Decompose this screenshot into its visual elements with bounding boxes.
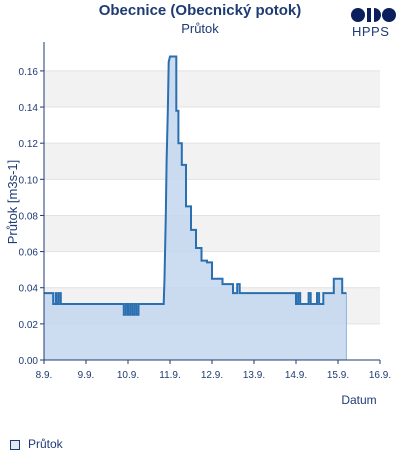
x-tick-label: 9.9. [78,370,95,381]
y-tick-label: 0.02 [19,320,39,331]
x-tick-label: 16.9. [369,370,391,381]
legend-swatch [10,439,20,450]
y-tick-label: 0.04 [19,284,39,295]
hpps-logo [351,8,396,22]
x-tick-labels: 8.9. 9.9. 10.9. 11.9. 12.9. 13.9. 14.9. 15.9. 16… [36,360,391,381]
x-tick-label: 12.9. [201,370,223,381]
y-tick-label: 0.10 [19,175,39,186]
legend-label: Průtok [28,437,63,451]
y-tick-label: 0.00 [19,356,39,367]
chart-subtitle: Průtok [181,21,219,36]
x-tick-label: 8.9. [36,370,53,381]
grid-bands [44,70,380,361]
y-axis-label: Průtok [m3s-1] [5,160,20,245]
x-axis-label: Datum [341,393,376,407]
grid-band [44,215,380,252]
series-area [44,56,347,360]
series-line [44,55,347,316]
y-tick-label: 0.16 [19,67,39,78]
logo-text: HPPS [352,24,390,39]
y-tick-labels: 0.00 0.02 0.04 0.06 0.08 0.10 0.12 0.14 0.16 [19,67,44,367]
x-tick-label: 11.9. [159,370,181,381]
y-tick-label: 0.08 [19,211,39,222]
y-tick-label: 0.14 [19,103,39,114]
y-tick-label: 0.06 [19,248,39,259]
chart-title: Obecnice (Obecnický potok) [98,2,302,19]
x-tick-label: 13.9. [243,370,265,381]
x-tick-label: 15.9. [327,370,349,381]
area-layer [44,55,347,360]
x-tick-label: 14.9. [285,370,307,381]
legend: Průtok [10,437,63,451]
y-tick-label: 0.12 [19,139,39,150]
grid-band [44,70,380,108]
x-tick-label: 10.9. [117,370,139,381]
grid-band [44,143,380,180]
